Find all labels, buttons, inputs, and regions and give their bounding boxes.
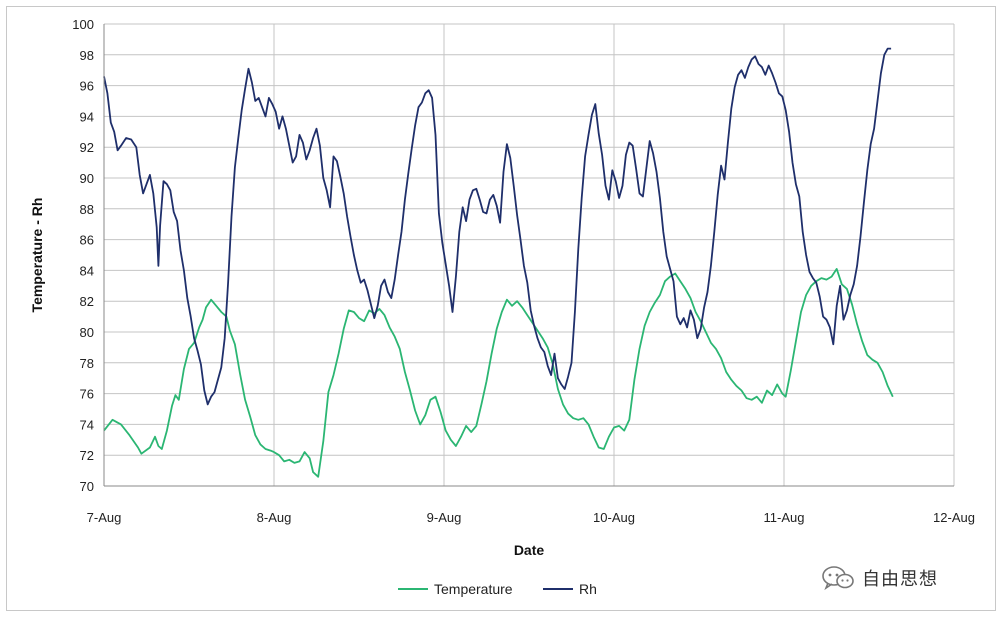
y-tick-label: 84 (80, 263, 94, 278)
wechat-icon (822, 566, 854, 591)
x-tick-label: 10-Aug (593, 510, 635, 525)
legend-label-rh: Rh (579, 581, 597, 597)
series-line-rh (103, 47, 892, 406)
y-tick-label: 92 (80, 140, 94, 155)
series-line-temperature (103, 268, 894, 478)
y-tick-label: 82 (80, 294, 94, 309)
y-tick-label: 76 (80, 387, 94, 402)
x-tick-label: 12-Aug (933, 510, 975, 525)
series-lines (103, 47, 894, 478)
watermark-text: 自由思想 (862, 569, 938, 590)
chart-frame (6, 6, 996, 611)
y-axis-title: Temperature - Rh (29, 198, 45, 313)
y-tick-label: 70 (80, 479, 94, 494)
y-tick-label: 100 (72, 17, 94, 32)
legend: Temperature Rh (398, 581, 597, 597)
x-tick-label: 7-Aug (87, 510, 122, 525)
y-tick-label: 74 (80, 417, 94, 432)
y-tick-label: 88 (80, 202, 94, 217)
x-tick-label: 8-Aug (257, 510, 292, 525)
x-tick-label: 9-Aug (427, 510, 462, 525)
y-tick-label: 86 (80, 233, 94, 248)
y-tick-label: 80 (80, 325, 94, 340)
watermark: 自由思想 (820, 563, 938, 593)
y-tick-label: 96 (80, 79, 94, 94)
x-tick-label: 11-Aug (764, 510, 805, 525)
y-tick-label: 78 (80, 356, 94, 371)
y-tick-label: 98 (80, 48, 94, 63)
grid-lines (103, 23, 955, 487)
axis-ticks: 70 72 74 76 78 80 82 84 86 88 90 92 94 96 98 100 7-Aug 8-… (72, 17, 975, 525)
x-axis-title: Date (514, 542, 545, 558)
y-tick-label: 90 (80, 171, 94, 186)
legend-label-temperature: Temperature (434, 581, 513, 597)
y-tick-label: 72 (80, 448, 94, 463)
y-tick-label: 94 (80, 109, 94, 124)
